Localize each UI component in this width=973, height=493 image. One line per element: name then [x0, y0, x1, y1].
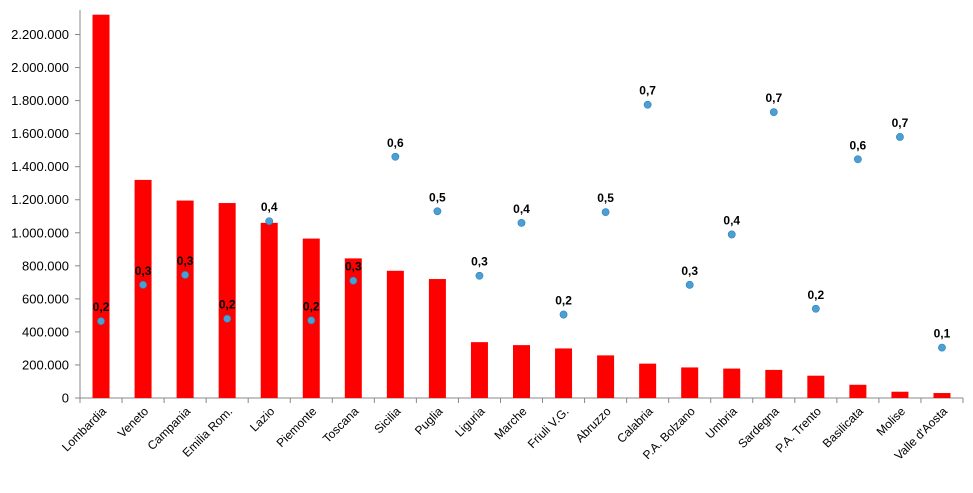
point-data-label: 0,4 [723, 213, 740, 227]
bar [218, 203, 236, 398]
category-label: Friuli V.G. [525, 404, 572, 451]
category-label: Liguria [452, 404, 488, 440]
y-tick-label: 800.000 [22, 258, 69, 273]
y-tick-label: 2.200.000 [11, 27, 69, 42]
bar [428, 279, 446, 398]
point-data-label: 0,1 [934, 327, 951, 341]
bar [513, 345, 530, 398]
y-tick-label: 600.000 [22, 291, 69, 306]
scatter-point [433, 207, 442, 216]
category-label: Toscana [320, 404, 362, 446]
bar [681, 367, 699, 398]
scatter-point [139, 280, 147, 289]
bar [723, 368, 741, 398]
category-label: Sicilia [371, 404, 403, 436]
point-data-label: 0,5 [429, 190, 446, 204]
scatter-point [727, 230, 736, 239]
scatter-point [391, 152, 400, 161]
scatter-point [265, 217, 274, 226]
point-data-label: 0,4 [513, 202, 530, 216]
bar [260, 222, 278, 398]
point-data-label: 0,3 [681, 264, 698, 278]
bar [176, 200, 194, 398]
scatter-point [307, 316, 316, 325]
y-tick-label: 1.600.000 [11, 126, 69, 141]
scatter-point [769, 108, 778, 117]
bar [344, 258, 362, 398]
scatter-point [811, 304, 820, 313]
point-data-label: 0,6 [387, 136, 404, 150]
y-tick-label: 400.000 [22, 324, 69, 339]
bar [807, 375, 825, 398]
scatter-point [97, 317, 105, 326]
point-data-label: 0,7 [639, 84, 656, 98]
point-data-label: 0,5 [597, 191, 614, 205]
point-data-label: 0,2 [555, 294, 572, 308]
y-tick-label: 200.000 [22, 357, 69, 372]
scatter-point [181, 271, 190, 279]
category-label: Calabria [614, 404, 656, 446]
bar [555, 348, 573, 398]
category-label: Molise [874, 404, 909, 439]
point-data-label: 0,3 [135, 264, 152, 278]
point-data-label: 0,2 [303, 299, 320, 313]
bar [134, 179, 152, 398]
point-data-label: 0,6 [850, 138, 867, 152]
category-label: Piemonte [274, 404, 320, 450]
point-data-label: 0,2 [219, 298, 236, 312]
category-label: P.A. Trento [773, 404, 824, 455]
y-tick-label: 1.800.000 [11, 93, 69, 108]
bar [597, 355, 615, 398]
category-label: Marche [491, 404, 529, 442]
bar [933, 393, 951, 398]
scatter-point [601, 208, 610, 217]
category-label: Umbria [703, 404, 740, 441]
bar [891, 391, 909, 398]
scatter-point [853, 155, 862, 164]
point-data-label: 0,2 [93, 300, 110, 314]
scatter-point [223, 314, 232, 323]
category-label: Lazio [247, 404, 277, 434]
category-label: Lombardia [59, 404, 109, 454]
y-tick-label: 1.400.000 [11, 159, 69, 174]
bar [765, 369, 783, 398]
point-data-label: 0,3 [471, 255, 488, 269]
scatter-point [349, 276, 358, 285]
category-label: Basilicata [820, 404, 866, 450]
bar [470, 342, 488, 398]
category-label: Abruzzo [573, 404, 614, 445]
point-data-label: 0,7 [765, 91, 782, 105]
scatter-point [475, 271, 484, 280]
point-data-label: 0,3 [177, 254, 194, 268]
scatter-point [517, 218, 526, 227]
scatter-point [643, 100, 652, 109]
bar [386, 270, 404, 398]
scatter-point [938, 343, 946, 352]
y-tick-label: 0 [62, 391, 69, 406]
point-data-label: 0,7 [892, 116, 909, 130]
category-label: Puglia [412, 404, 446, 438]
point-data-label: 0,4 [261, 200, 278, 214]
bar [639, 363, 657, 398]
bar [92, 14, 110, 399]
point-data-label: 0,2 [807, 288, 824, 302]
point-data-label: 0,3 [345, 260, 362, 274]
scatter-point [896, 133, 904, 141]
scatter-point [559, 310, 568, 319]
category-label: Veneto [115, 404, 152, 441]
scatter-point [685, 280, 694, 289]
y-tick-label: 1.200.000 [11, 192, 69, 207]
y-tick-label: 2.000.000 [11, 60, 69, 75]
y-tick-label: 1.000.000 [11, 225, 69, 240]
bar [849, 384, 867, 398]
